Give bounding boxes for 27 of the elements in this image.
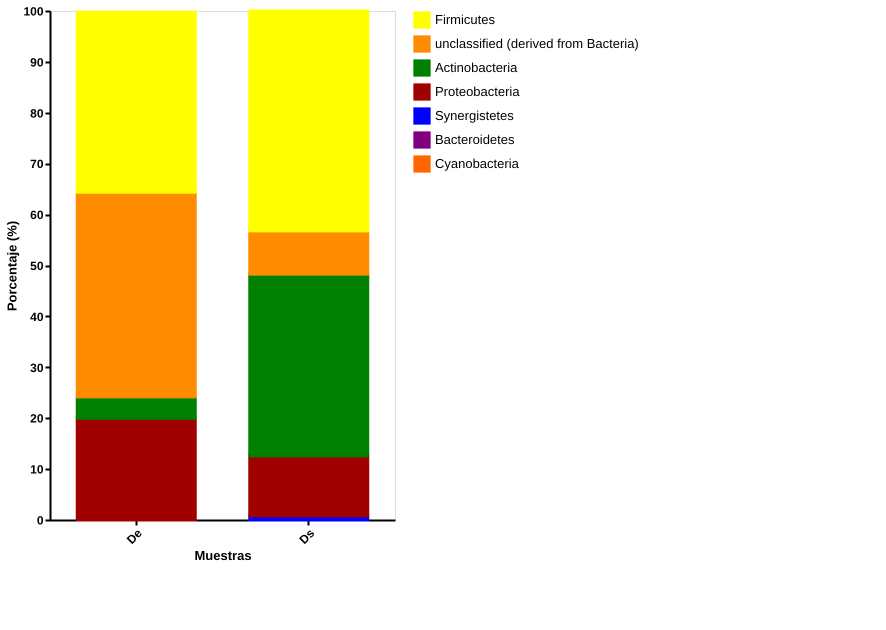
y-axis-title: Porcentaje (%)	[4, 220, 20, 312]
y-tick-label: 40	[30, 310, 44, 324]
x-tick-label: Ds	[296, 526, 318, 547]
legend-label: Firmicutes	[435, 12, 496, 27]
bar	[76, 416, 197, 522]
y-tick-label: 60	[30, 208, 44, 222]
bar	[76, 10, 197, 194]
x-axis-title: Muestras	[194, 548, 252, 564]
legend-label: Proteobacteria	[435, 84, 520, 99]
x-tick-label: De	[124, 526, 145, 547]
bar	[76, 190, 197, 398]
y-tick-label: 70	[30, 157, 44, 172]
bar	[248, 10, 370, 232]
y-tick-label: 50	[30, 259, 44, 273]
y-tick-label: 20	[30, 412, 44, 426]
legend-label: Synergistetes	[435, 108, 514, 123]
legend-label: Bacteroidetes	[435, 132, 515, 147]
legend-label: Actinobacteria	[435, 60, 518, 75]
y-tick-label: 80	[30, 106, 44, 120]
legend-label: Cyanobacteria	[435, 156, 520, 171]
y-tick-label: 10	[30, 462, 44, 477]
legend-label: unclassified (derived from Bacteria)	[435, 36, 639, 51]
bar	[248, 272, 370, 458]
y-tick-label: 90	[30, 55, 44, 70]
y-tick-label: 30	[30, 360, 44, 375]
y-tick-label: 0	[36, 514, 44, 528]
y-tick-label: 100	[23, 4, 44, 18]
